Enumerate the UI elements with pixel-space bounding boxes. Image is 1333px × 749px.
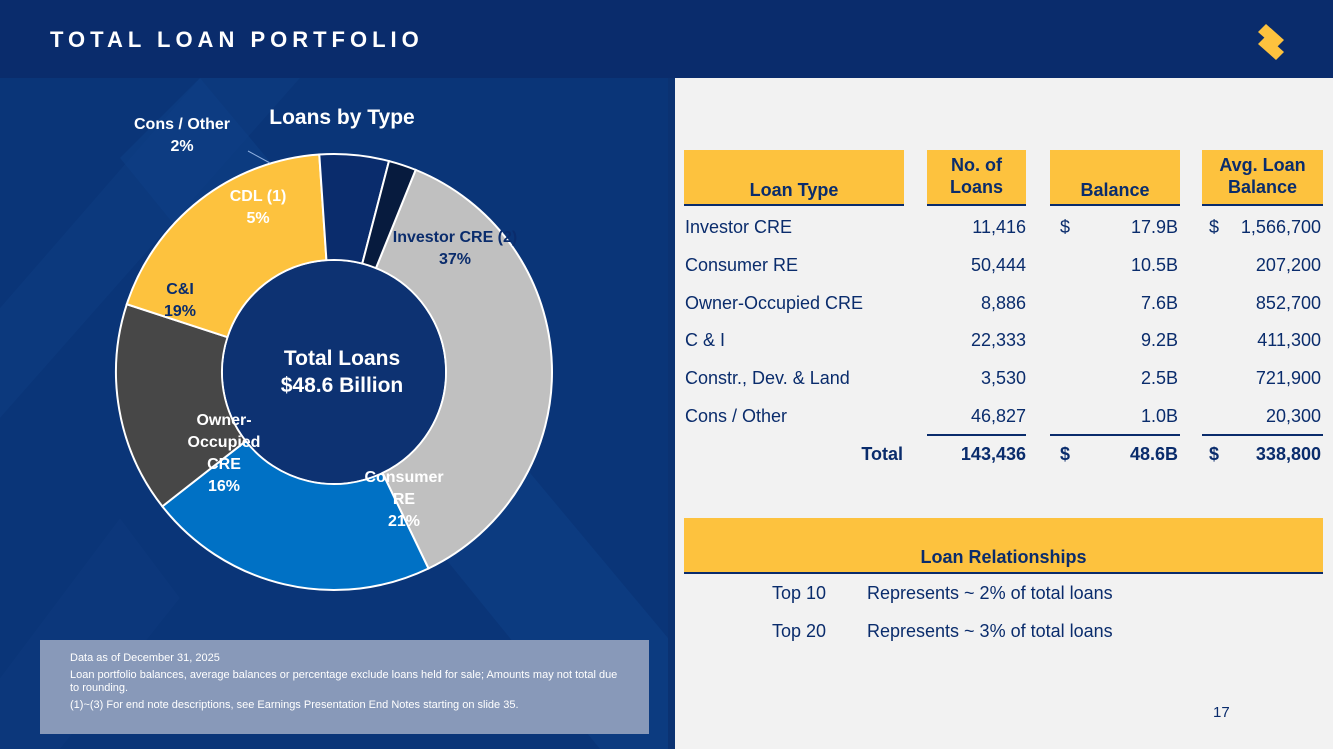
relationship-text: Represents ~ 2% of total loans xyxy=(867,583,1113,603)
slice-owner-occupied-cre xyxy=(115,302,248,508)
header-loan-type-label: Loan Type xyxy=(749,180,839,200)
header-no-of-loans-line2: Loans xyxy=(949,176,1003,197)
footnote-date: Data as of December 31, 2025 xyxy=(70,652,220,664)
row-no-of-loans: 11,416 xyxy=(972,217,1026,237)
header-avg-balance-line2: Balance xyxy=(1227,176,1298,197)
total-label: Total xyxy=(861,444,903,464)
relationship-rank: Top 20 xyxy=(772,621,827,641)
row-avg-currency: $ xyxy=(1209,217,1220,237)
total-balance-currency: $ xyxy=(1060,444,1071,464)
center-label-line1: Total Loans xyxy=(284,347,400,370)
donut-center xyxy=(223,261,445,483)
row-avg-balance: 411,300 xyxy=(1257,330,1321,350)
row-loan-type: Constr., Dev. & Land xyxy=(685,368,850,388)
page-number: 17 xyxy=(1213,704,1230,721)
loan-relationships-header: Loan Relationships xyxy=(684,518,1323,574)
total-avg-balance: 338,800 xyxy=(1255,444,1321,464)
row-no-of-loans: 8,886 xyxy=(980,293,1026,313)
total-rule-balance xyxy=(1050,434,1180,436)
slice-label-cdl-1: CDL (1) 5% xyxy=(230,188,287,227)
cons-other-leader-line xyxy=(247,150,271,164)
row-balance-currency: $ xyxy=(1060,217,1071,237)
chart-panel: Loans by Type Investor CRE (2) 37% Consume… xyxy=(0,78,668,749)
slice-label-cons-other: Cons / Other 2% xyxy=(134,116,230,155)
slice-investor-cre-2 xyxy=(374,168,553,570)
row-no-of-loans: 3,530 xyxy=(980,368,1026,388)
header-avg-balance-line1: Avg. Loan xyxy=(1219,154,1306,175)
row-loan-type: Owner-Occupied CRE xyxy=(685,293,864,313)
slice-cons-other xyxy=(361,159,417,270)
row-balance: 10.5B xyxy=(1130,255,1178,275)
header-loan-type: Loan Type xyxy=(684,150,904,206)
row-balance: 7.6B xyxy=(1140,293,1178,313)
table-panel: Loan Type No. of Loans Balance Avg. Loan… xyxy=(675,78,1333,749)
row-loan-type: C & I xyxy=(685,330,726,350)
total-rule-avg xyxy=(1202,434,1323,436)
row-avg-balance: 20,300 xyxy=(1265,406,1321,426)
s-logo-icon xyxy=(1258,24,1284,60)
header-no-of-loans-line1: No. of xyxy=(951,154,1002,175)
header-no-of-loans: No. of Loans xyxy=(927,150,1026,206)
total-balance: 48.6B xyxy=(1129,444,1178,464)
row-avg-balance: 207,200 xyxy=(1255,255,1321,275)
row-balance: 1.0B xyxy=(1140,406,1178,426)
slice-consumer-re xyxy=(160,439,430,591)
slice-label-investor-cre-2: Investor CRE (2) 37% xyxy=(393,229,517,268)
slice-c-i xyxy=(125,153,328,339)
footnote-box: Data as of December 31, 2025 Loan portfo… xyxy=(40,640,649,734)
header-bar: TOTAL LOAN PORTFOLIO xyxy=(0,0,1333,78)
row-balance: 2.5B xyxy=(1140,368,1178,388)
row-balance: 17.9B xyxy=(1130,217,1178,237)
page-title: TOTAL LOAN PORTFOLIO xyxy=(50,27,424,52)
total-avg-currency: $ xyxy=(1209,444,1220,464)
center-label-line2: $48.6 Billion xyxy=(281,374,404,397)
total-no-of-loans: 143,436 xyxy=(960,444,1026,464)
loan-relationships-title: Loan Relationships xyxy=(920,547,1087,567)
relationship-text: Represents ~ 3% of total loans xyxy=(867,621,1113,641)
slice-label-c-i: C&I 19% xyxy=(164,281,196,320)
row-no-of-loans: 46,827 xyxy=(970,406,1026,426)
slice-label-owner-occupied-cre: Owner-Occupied CRE 16% xyxy=(188,412,261,495)
loans-by-type-chart: Loans by Type Investor CRE (2) 37% Consume… xyxy=(115,106,553,591)
relationship-rank: Top 10 xyxy=(772,583,827,603)
row-avg-balance: 721,900 xyxy=(1255,368,1321,388)
row-avg-balance: 852,700 xyxy=(1255,293,1321,313)
row-balance: 9.2B xyxy=(1140,330,1178,350)
header-avg-balance: Avg. Loan Balance xyxy=(1202,150,1323,206)
row-loan-type: Investor CRE xyxy=(685,217,793,237)
row-no-of-loans: 22,333 xyxy=(970,330,1026,350)
total-rule-loans xyxy=(927,434,1026,436)
slice-label-consumer-re: Consumer RE 21% xyxy=(364,469,443,530)
row-loan-type: Consumer RE xyxy=(685,255,799,275)
row-no-of-loans: 50,444 xyxy=(970,255,1026,275)
header-balance-label: Balance xyxy=(1080,180,1150,200)
footnote-rounding: Loan portfolio balances, average balance… xyxy=(70,669,618,694)
footnote-endnotes: (1)~(3) For end note descriptions, see E… xyxy=(70,699,519,711)
row-loan-type: Cons / Other xyxy=(685,406,788,426)
header-balance: Balance xyxy=(1050,150,1180,206)
row-avg-balance: 1,566,700 xyxy=(1240,217,1321,237)
chart-title: Loans by Type xyxy=(269,106,414,129)
